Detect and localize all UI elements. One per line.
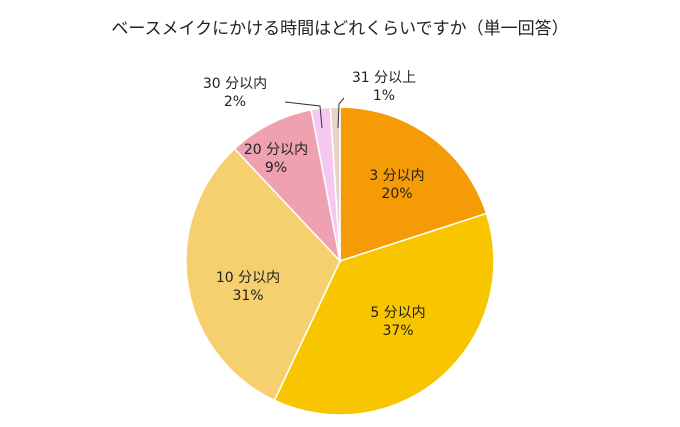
slice-value-31min: 1% [373,88,395,104]
slice-label-20min: 20 分以内 [244,142,308,158]
leader-line-31min [337,97,345,129]
pie-slice-5min [273,212,495,416]
slice-label-5min: 5 分以内 [370,305,425,321]
slice-value-30min: 2% [224,94,246,110]
pie-slice-10min [185,147,341,402]
slice-labels: 3 分以内 20% 5 分以内 37% 10 分以内 31% 20 分以内 9% 30 分以内 2… [203,70,426,339]
leader-lines [284,97,345,129]
chart-title: ベースメイクにかける時間はどれくらいですか（単一回答） [111,19,568,39]
pie-slice-3min [339,106,488,263]
leader-line-30min [284,101,323,129]
pie-slice-20min [233,108,342,264]
slice-label-10min: 10 分以内 [216,270,280,286]
slice-label-31min: 31 分以上 [352,70,416,86]
pie-slice-31min [329,106,341,262]
slice-value-5min: 37% [382,323,413,339]
slice-value-10min: 31% [232,288,263,304]
slice-value-20min: 9% [265,160,287,176]
pie-slices [185,106,495,416]
slice-label-3min: 3 分以内 [369,168,424,184]
slice-value-3min: 20% [381,186,412,202]
slice-label-30min: 30 分以内 [203,76,267,92]
